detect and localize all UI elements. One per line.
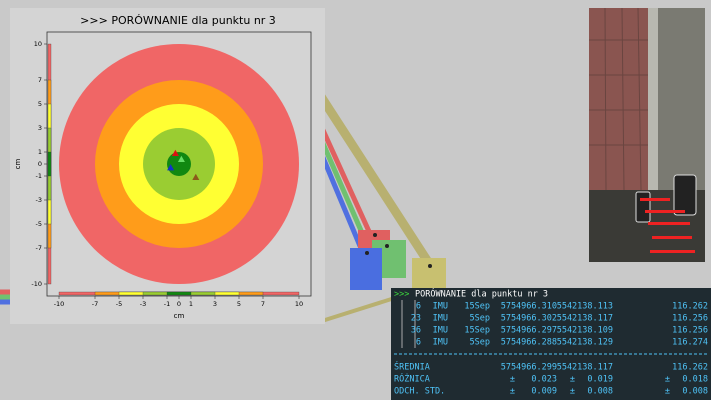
y-tick-label: 1 bbox=[38, 148, 42, 156]
x-tick-label: -5 bbox=[116, 300, 122, 308]
cell: 5754966.302 bbox=[501, 314, 557, 324]
y-tick-label: 10 bbox=[34, 40, 42, 48]
chart-panel: >>> PORÓWNANIE dla punktu nr 3 cm cm -10… bbox=[10, 8, 325, 324]
cell: 15Sep bbox=[464, 326, 490, 336]
summary-cell: ŚREDNIA bbox=[394, 361, 430, 373]
point bbox=[177, 155, 185, 162]
summary-cell: 0.009 bbox=[531, 387, 557, 397]
summary-cell: ± bbox=[665, 375, 670, 385]
cell: 5754966.297 bbox=[501, 326, 557, 336]
summary-cell: 0.018 bbox=[682, 375, 708, 385]
cell: 23 bbox=[411, 314, 421, 324]
cell: 5542138.129 bbox=[557, 338, 613, 348]
summary-cell: 5542138.117 bbox=[557, 363, 613, 373]
cell: 6 bbox=[416, 302, 421, 312]
x-tick-label: -7 bbox=[92, 300, 98, 308]
cell: 116.256 bbox=[672, 314, 708, 324]
x-axis-label: cm bbox=[174, 312, 185, 320]
x-tick-label: 1 bbox=[189, 300, 193, 308]
x-tick-label: -10 bbox=[54, 300, 65, 308]
cell: IMU bbox=[433, 338, 448, 348]
cell: 116.262 bbox=[672, 302, 708, 312]
x-tick-label: 7 bbox=[261, 300, 265, 308]
terminal-background bbox=[391, 288, 711, 400]
y-tick-label: -1 bbox=[36, 172, 42, 180]
tree-lines bbox=[401, 300, 416, 348]
point bbox=[167, 164, 175, 171]
x-tick-label: -3 bbox=[140, 300, 146, 308]
y-tick-label: -7 bbox=[36, 244, 42, 252]
y-tick-label: -5 bbox=[36, 220, 42, 228]
summary-cell: ± bbox=[510, 387, 515, 397]
y-strip bbox=[47, 151, 52, 177]
y-tick-label: 3 bbox=[38, 124, 42, 132]
y-tick-label: 7 bbox=[38, 76, 42, 84]
terminal: >>> PORÓWNANIE dla punktu nr 3 6 IMU 15Sep 57… bbox=[391, 288, 711, 400]
cell: IMU bbox=[433, 314, 448, 324]
summary-cell: 0.008 bbox=[587, 387, 613, 397]
cell: 116.274 bbox=[672, 338, 708, 348]
cell: 116.256 bbox=[672, 326, 708, 336]
summary-cell: ± bbox=[510, 375, 515, 385]
cell: 5542138.109 bbox=[557, 326, 613, 336]
point bbox=[171, 149, 179, 156]
summary-cell: 5754966.299 bbox=[501, 363, 557, 373]
y-tick-label: -10 bbox=[31, 280, 42, 288]
summary-cell: 0.023 bbox=[531, 375, 557, 385]
prompt: >>> bbox=[394, 290, 409, 300]
y-tick-label: 5 bbox=[38, 100, 42, 108]
x-tick-label: -1 bbox=[164, 300, 170, 308]
x-tick-label: 3 bbox=[213, 300, 217, 308]
cell: 15Sep bbox=[464, 302, 490, 312]
cell: IMU bbox=[433, 326, 448, 336]
cell: 5754966.288 bbox=[501, 338, 557, 348]
cell: 5542138.113 bbox=[557, 302, 613, 312]
cell: 5754966.310 bbox=[501, 302, 557, 312]
cell: 36 bbox=[411, 326, 421, 336]
scene-cubes bbox=[350, 230, 446, 292]
cell: 6 bbox=[416, 338, 421, 348]
ring bbox=[167, 152, 191, 176]
summary-cell: 0.008 bbox=[682, 387, 708, 397]
summary-cell: 116.262 bbox=[672, 363, 708, 373]
cell: IMU bbox=[433, 302, 448, 312]
summary-cell: 0.019 bbox=[587, 375, 613, 385]
x-tick-label: 0 bbox=[177, 300, 181, 308]
summary-cell: RÓŻNICA bbox=[394, 373, 430, 385]
y-tick-label: 0 bbox=[38, 160, 42, 168]
cell: 5542138.117 bbox=[557, 314, 613, 324]
x-strip bbox=[166, 291, 192, 296]
x-tick-label: 10 bbox=[295, 300, 303, 308]
x-tick-label: 5 bbox=[237, 300, 241, 308]
photo bbox=[589, 7, 705, 262]
chart-title: >>> PORÓWNANIE dla punktu nr 3 bbox=[80, 14, 276, 27]
cell: 5Sep bbox=[470, 338, 490, 348]
summary-cell: ± bbox=[570, 375, 575, 385]
summary-cell: ± bbox=[570, 387, 575, 397]
y-tick-label: -3 bbox=[36, 196, 42, 204]
y-axis-label: cm bbox=[14, 158, 22, 169]
terminal-title: PORÓWNANIE dla punktu nr 3 bbox=[415, 288, 548, 300]
cell: 5Sep bbox=[470, 314, 490, 324]
summary-cell: ODCH. STD. bbox=[394, 387, 445, 397]
point bbox=[192, 173, 200, 180]
summary-cell: ± bbox=[665, 387, 670, 397]
